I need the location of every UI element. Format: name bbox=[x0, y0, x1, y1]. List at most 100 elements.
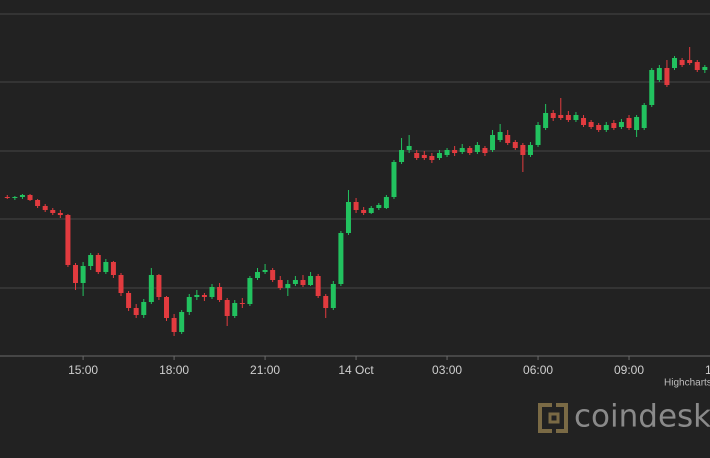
candle-body bbox=[376, 205, 382, 208]
candle-body bbox=[73, 265, 79, 283]
candle-body bbox=[687, 60, 693, 63]
candle-body bbox=[277, 280, 283, 288]
candle-body bbox=[490, 135, 496, 150]
candle-body bbox=[292, 280, 298, 284]
candle-body bbox=[19, 195, 25, 197]
x-tick-label: 14 Oct bbox=[338, 363, 374, 377]
candle-body bbox=[80, 266, 86, 283]
candle-body bbox=[118, 275, 124, 293]
candle-body bbox=[543, 113, 549, 128]
x-tick-label: 12:00 bbox=[705, 363, 710, 377]
candle-body bbox=[520, 145, 526, 155]
candle-body bbox=[452, 150, 458, 153]
candle-body bbox=[429, 156, 435, 160]
candle-body bbox=[694, 62, 700, 70]
candle-body bbox=[467, 148, 473, 153]
credits: Highcharts.com bbox=[664, 378, 710, 389]
candle-body bbox=[95, 255, 101, 272]
candle-body bbox=[512, 142, 518, 148]
candle-body bbox=[626, 118, 632, 128]
candle-body bbox=[535, 125, 541, 145]
candle-body bbox=[641, 105, 647, 128]
candle-body bbox=[618, 122, 624, 127]
candle-body bbox=[414, 153, 420, 158]
candle-body bbox=[285, 284, 291, 288]
candle-body bbox=[179, 312, 185, 332]
candle-body bbox=[201, 295, 207, 297]
candle-body bbox=[588, 122, 594, 127]
candle-body bbox=[254, 272, 260, 278]
watermark-logo bbox=[538, 403, 568, 433]
candle-body bbox=[436, 153, 442, 158]
candle-body bbox=[270, 270, 276, 280]
candle-body bbox=[558, 115, 564, 118]
x-tick-label: 06:00 bbox=[523, 363, 553, 377]
candle-body bbox=[603, 125, 609, 130]
candle-body bbox=[497, 132, 503, 140]
candle-body bbox=[133, 308, 139, 315]
candle-body bbox=[482, 148, 488, 153]
candle-body bbox=[634, 117, 640, 130]
candle-body bbox=[88, 255, 94, 266]
candle-body bbox=[323, 296, 329, 308]
x-tick-label: 21:00 bbox=[250, 363, 280, 377]
candle-body bbox=[239, 303, 245, 304]
candle-body bbox=[353, 202, 359, 210]
candle-body bbox=[345, 202, 351, 233]
candle-body bbox=[672, 58, 678, 68]
candle-body bbox=[171, 318, 177, 332]
candle-body bbox=[217, 287, 223, 300]
candle-body bbox=[141, 302, 147, 315]
candle-body bbox=[262, 270, 268, 272]
candle-body bbox=[126, 293, 132, 308]
candle-body bbox=[224, 300, 230, 316]
candle-body bbox=[656, 68, 662, 80]
x-tick-label: 15:00 bbox=[68, 363, 98, 377]
candle-body bbox=[103, 262, 109, 272]
candle-body bbox=[50, 210, 56, 213]
x-tick-label: 09:00 bbox=[614, 363, 644, 377]
candle-body bbox=[505, 135, 511, 143]
candle-body bbox=[148, 275, 154, 302]
watermark: coindesk bbox=[574, 399, 710, 435]
candle-body bbox=[315, 276, 321, 296]
candle-body bbox=[209, 287, 215, 297]
candle-body bbox=[27, 195, 33, 200]
candle-body bbox=[611, 123, 617, 128]
candle-body bbox=[383, 197, 389, 208]
candle-body bbox=[573, 115, 579, 120]
candle-body bbox=[186, 297, 192, 312]
candle-body bbox=[391, 162, 397, 197]
candle-body bbox=[247, 278, 253, 304]
candle-body bbox=[4, 197, 10, 198]
candle-body bbox=[649, 70, 655, 105]
candle-body bbox=[156, 275, 162, 297]
candle-body bbox=[679, 60, 685, 65]
candle-body bbox=[368, 208, 374, 213]
candle-body bbox=[444, 150, 450, 155]
candle-body bbox=[57, 213, 63, 215]
candle-body bbox=[565, 115, 571, 120]
x-tick-label: 18:00 bbox=[159, 363, 189, 377]
candle-body bbox=[474, 145, 480, 152]
x-tick-label: 03:00 bbox=[432, 363, 462, 377]
candle-body bbox=[406, 146, 412, 150]
candle-body bbox=[702, 67, 708, 70]
candle-body bbox=[35, 200, 41, 206]
candle-body bbox=[12, 197, 18, 198]
candle-body bbox=[361, 210, 367, 213]
candle-body bbox=[581, 118, 587, 125]
candle-body bbox=[338, 233, 344, 284]
candle-body bbox=[308, 276, 314, 285]
candle-body bbox=[330, 284, 336, 308]
candle-body bbox=[459, 148, 465, 152]
candle-body bbox=[399, 150, 405, 162]
candle-body bbox=[42, 206, 48, 210]
candle-body bbox=[110, 262, 116, 275]
candle-body bbox=[164, 297, 170, 318]
candle-body bbox=[550, 113, 556, 118]
candle-body bbox=[300, 280, 306, 285]
candle-body bbox=[421, 155, 427, 158]
candle-body bbox=[664, 68, 670, 85]
